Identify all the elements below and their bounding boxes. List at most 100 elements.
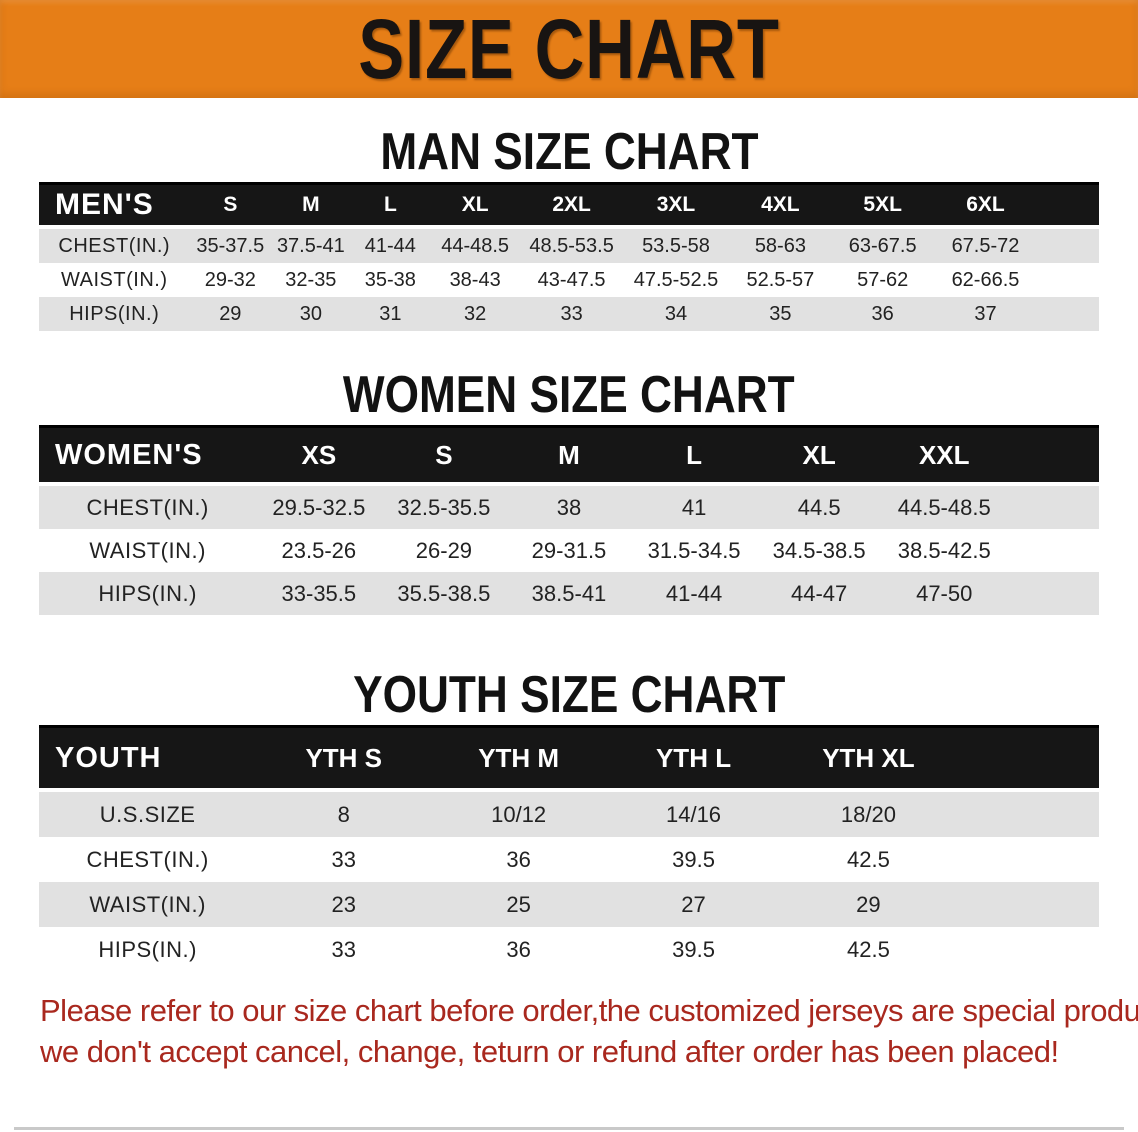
table-cell: 33-35.5 [256, 572, 382, 615]
table-cell: 23.5-26 [256, 529, 382, 572]
mens-col-header: M [271, 182, 351, 229]
table-cell: 38.5-41 [506, 572, 632, 615]
row-label: WAIST(IN.) [39, 882, 257, 927]
mens-col-header: XL [430, 182, 521, 229]
table-cell: 43-47.5 [520, 263, 623, 297]
mens-waist-row: WAIST(IN.) 29-32 32-35 35-38 38-43 43-47… [39, 263, 1099, 297]
table-cell: 52.5-57 [728, 263, 832, 297]
table-cell: 31.5-34.5 [631, 529, 757, 572]
header-spacer [1037, 182, 1099, 229]
womens-group-label: WOMEN'S [39, 425, 257, 486]
row-label: HIPS(IN.) [39, 927, 257, 972]
table-cell: 35.5-38.5 [381, 572, 507, 615]
table-cell: 34.5-38.5 [756, 529, 882, 572]
womens-col-header: XS [256, 425, 382, 486]
youth-col-header: YTH S [256, 725, 432, 792]
header-spacer [955, 725, 1099, 792]
mens-hips-row: HIPS(IN.) 29 30 31 32 33 34 35 36 37 [39, 297, 1099, 331]
spacer-cell [1037, 229, 1099, 263]
table-cell: 41-44 [350, 229, 431, 263]
table-cell: 67.5-72 [933, 229, 1038, 263]
table-cell: 39.5 [606, 837, 781, 882]
man-section-heading: MAN SIZE CHART [0, 122, 1138, 182]
womens-col-header: L [631, 425, 757, 486]
womens-col-header: S [381, 425, 507, 486]
table-cell: 38.5-42.5 [881, 529, 1007, 572]
row-label: CHEST(IN.) [39, 486, 257, 529]
youth-chest-row: CHEST(IN.) 33 36 39.5 42.5 [39, 837, 1099, 882]
table-cell: 36 [431, 927, 607, 972]
table-cell: 8 [256, 792, 432, 837]
spacer-cell [955, 837, 1099, 882]
table-cell: 41 [631, 486, 757, 529]
table-cell: 48.5-53.5 [520, 229, 623, 263]
spacer-cell [1006, 529, 1099, 572]
mens-group-label: MEN'S [39, 182, 190, 229]
table-cell: 44-48.5 [430, 229, 521, 263]
table-cell: 32-35 [271, 263, 351, 297]
table-cell: 42.5 [780, 837, 956, 882]
disclaimer-line-2: we don't accept cancel, change, teturn o… [40, 1034, 1059, 1069]
table-cell: 36 [431, 837, 607, 882]
table-cell: 33 [520, 297, 623, 331]
womens-col-header: M [506, 425, 632, 486]
table-cell: 47.5-52.5 [623, 263, 729, 297]
table-cell: 44.5-48.5 [881, 486, 1007, 529]
spacer-cell [1037, 263, 1099, 297]
mens-col-header: L [350, 182, 431, 229]
table-cell: 35-38 [350, 263, 431, 297]
mens-col-header: 2XL [520, 182, 623, 229]
row-label: HIPS(IN.) [39, 572, 257, 615]
table-cell: 38-43 [430, 263, 521, 297]
row-label: CHEST(IN.) [39, 229, 190, 263]
youth-waist-row: WAIST(IN.) 23 25 27 29 [39, 882, 1099, 927]
table-cell: 18/20 [780, 792, 956, 837]
table-cell: 10/12 [431, 792, 607, 837]
size-chart-banner: SIZE CHART [0, 0, 1138, 98]
table-cell: 38 [506, 486, 632, 529]
table-cell: 35-37.5 [189, 229, 272, 263]
table-cell: 23 [256, 882, 432, 927]
row-label: U.S.SIZE [39, 792, 257, 837]
row-label: HIPS(IN.) [39, 297, 190, 331]
table-cell: 31 [350, 297, 431, 331]
spacer-cell [1006, 572, 1099, 615]
womens-hips-row: HIPS(IN.) 33-35.5 35.5-38.5 38.5-41 41-4… [39, 572, 1099, 615]
table-cell: 29.5-32.5 [256, 486, 382, 529]
spacer-cell [955, 882, 1099, 927]
mens-col-header: 4XL [728, 182, 832, 229]
women-section-heading: WOMEN SIZE CHART [0, 365, 1138, 425]
table-cell: 53.5-58 [623, 229, 729, 263]
womens-chest-row: CHEST(IN.) 29.5-32.5 32.5-35.5 38 41 44.… [39, 486, 1099, 529]
table-cell: 33 [256, 927, 432, 972]
table-cell: 41-44 [631, 572, 757, 615]
womens-header-row: WOMEN'S XS S M L XL XXL [39, 425, 1099, 486]
bottom-divider [14, 1127, 1124, 1130]
mens-col-header: 6XL [933, 182, 1038, 229]
table-cell: 63-67.5 [831, 229, 934, 263]
womens-waist-row: WAIST(IN.) 23.5-26 26-29 29-31.5 31.5-34… [39, 529, 1099, 572]
mens-col-header: 5XL [831, 182, 934, 229]
table-cell: 37 [933, 297, 1038, 331]
table-cell: 14/16 [606, 792, 781, 837]
mens-chest-row: CHEST(IN.) 35-37.5 37.5-41 41-44 44-48.5… [39, 229, 1099, 263]
youth-header-row: YOUTH YTH S YTH M YTH L YTH XL [39, 725, 1099, 792]
header-spacer [1006, 425, 1099, 486]
row-label: WAIST(IN.) [39, 263, 190, 297]
table-cell: 35 [728, 297, 832, 331]
table-cell: 47-50 [881, 572, 1007, 615]
youth-group-label: YOUTH [39, 725, 257, 792]
disclaimer-line-1: Please refer to our size chart before or… [40, 993, 1138, 1028]
table-cell: 58-63 [728, 229, 832, 263]
table-cell: 29 [189, 297, 272, 331]
spacer-cell [1037, 297, 1099, 331]
table-cell: 29-32 [189, 263, 272, 297]
mens-col-header: 3XL [623, 182, 729, 229]
table-cell: 34 [623, 297, 729, 331]
table-cell: 27 [606, 882, 781, 927]
table-cell: 33 [256, 837, 432, 882]
mens-size-table: MEN'S S M L XL 2XL 3XL 4XL 5XL 6XL CHEST… [39, 182, 1099, 331]
women-heading-text: WOMEN SIZE CHART [343, 366, 795, 424]
spacer-cell [955, 792, 1099, 837]
table-cell: 32 [430, 297, 521, 331]
